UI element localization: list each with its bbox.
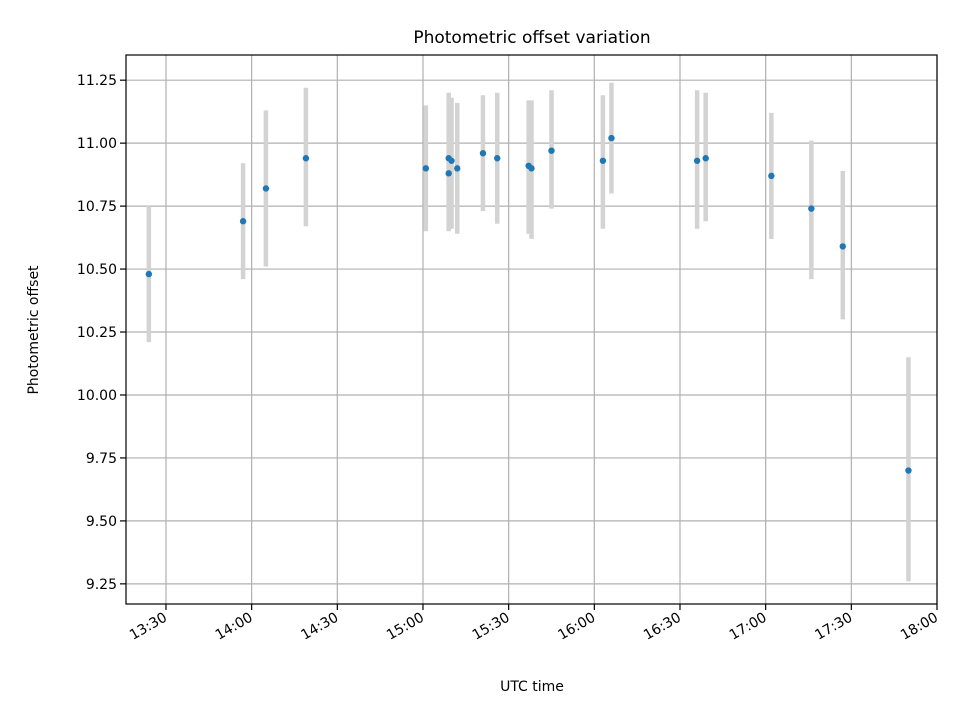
data-point — [239, 218, 247, 225]
plot-frame — [125, 54, 938, 605]
data-point — [262, 185, 270, 192]
y-tick-label: 11.25 — [77, 73, 117, 89]
data-point — [599, 157, 607, 164]
y-axis-ticks: 9.25 9.50 9.75 10.00 10.25 10.50 10.75 11.00 11.… — [77, 73, 126, 593]
data-points — [145, 134, 912, 474]
data-point — [693, 157, 701, 164]
data-point — [494, 155, 501, 162]
y-tick-label: 11.00 — [77, 136, 117, 152]
data-point — [608, 134, 615, 142]
data-point — [445, 170, 452, 177]
data-point — [422, 165, 430, 172]
y-tick-label: 10.00 — [77, 388, 117, 404]
data-point — [302, 155, 310, 162]
data-point — [479, 150, 487, 157]
y-tick-label: 9.25 — [86, 577, 117, 593]
data-point — [808, 205, 815, 212]
y-tick-label: 10.75 — [77, 199, 117, 215]
data-point — [702, 155, 709, 162]
data-point — [145, 270, 153, 278]
y-tick-label: 10.50 — [77, 262, 117, 278]
data-point — [768, 172, 775, 180]
y-tick-label: 10.25 — [77, 325, 117, 341]
y-tick-label: 9.75 — [86, 451, 117, 467]
x-axis-label: UTC time — [500, 679, 564, 695]
data-point — [905, 467, 912, 474]
chart-title: Photometric offset variation — [413, 28, 650, 48]
y-axis-label: Photometric offset — [26, 265, 42, 395]
data-point — [454, 165, 461, 172]
y-tick-label: 9.50 — [86, 514, 117, 530]
data-point — [839, 243, 846, 250]
data-point — [448, 157, 455, 164]
data-point — [548, 147, 555, 154]
data-point — [528, 165, 535, 172]
